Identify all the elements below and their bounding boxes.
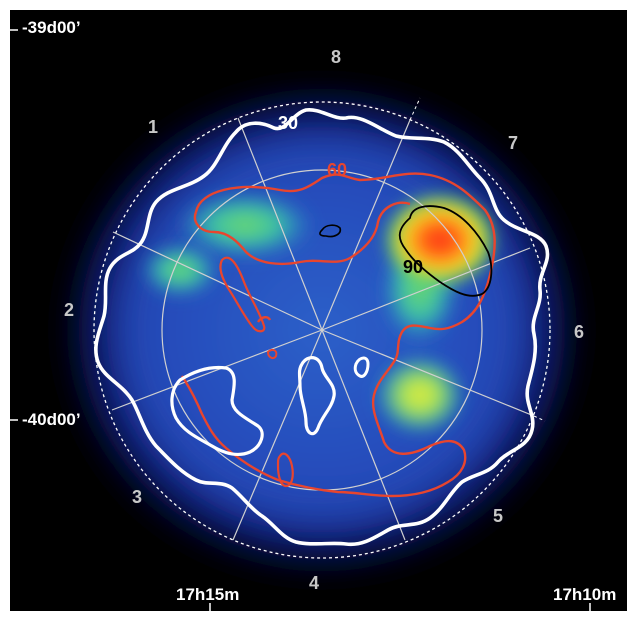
spoke-inner-6-7 xyxy=(321,247,531,331)
contour-30 xyxy=(94,108,550,547)
sector-label-5: 5 xyxy=(493,506,504,526)
emission-clump-ne xyxy=(175,190,315,260)
sector-label-6: 6 xyxy=(574,322,585,342)
spoke-inner-1-2 xyxy=(112,231,323,331)
contour-60-island-e xyxy=(219,256,266,333)
ra-label-left: 17h15m xyxy=(176,585,240,604)
outer-dashed-circle xyxy=(93,101,551,559)
sector-label-4: 4 xyxy=(309,573,320,593)
dec-label-mid: -40d00’ xyxy=(22,410,81,429)
spoke-inner-2-3 xyxy=(111,329,323,411)
contour-60-spot xyxy=(266,348,278,360)
sector-label-2: 2 xyxy=(64,300,75,320)
emission-clump-sw xyxy=(375,355,465,435)
contour-60-island-s xyxy=(276,452,294,488)
contour-30-hole-3 xyxy=(353,356,370,378)
sector-spokes xyxy=(111,97,546,541)
emission-clump-e xyxy=(140,242,220,298)
spoke-outer-5-6 xyxy=(533,415,546,422)
sector-label-7: 7 xyxy=(508,133,519,153)
contour-label-90: 90 xyxy=(403,257,424,277)
contour-90-small xyxy=(319,224,342,238)
sector-label-1: 1 xyxy=(148,117,159,137)
contour-30-hole-2 xyxy=(297,356,336,436)
contour-label-60: 60 xyxy=(327,160,348,180)
sector-label-8: 8 xyxy=(331,47,342,67)
spoke-inner-7-8 xyxy=(321,119,411,331)
spoke-inner-5-6 xyxy=(321,329,535,417)
contour-90 xyxy=(398,205,493,297)
contour-label-30: 30 xyxy=(278,113,299,133)
contour-60 xyxy=(181,172,496,498)
spoke-inner-4-5 xyxy=(321,329,406,541)
dec-label-top: -39d00’ xyxy=(22,18,81,37)
spoke-outer-7-8 xyxy=(409,97,421,121)
sector-label-3: 3 xyxy=(132,487,143,507)
contour-30-hole-1 xyxy=(170,365,264,457)
spoke-inner-8-1 xyxy=(237,117,323,331)
ra-label-right: 17h10m xyxy=(553,585,617,604)
intensity-map xyxy=(52,75,592,585)
